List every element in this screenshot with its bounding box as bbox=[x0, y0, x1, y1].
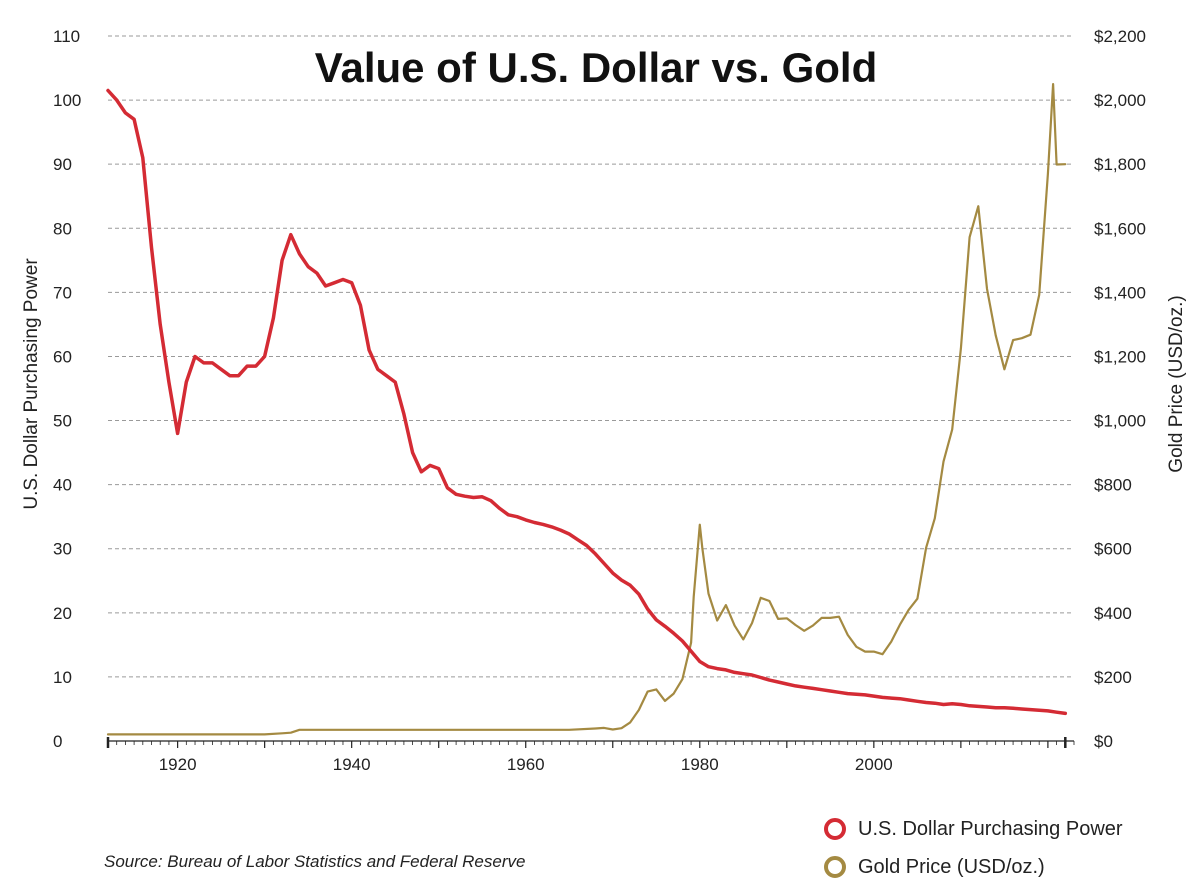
right-tick-label: $400 bbox=[1094, 604, 1132, 623]
right-tick-label: $2,000 bbox=[1094, 91, 1146, 110]
right-tick-label: $2,200 bbox=[1094, 27, 1146, 46]
left-tick-label: 10 bbox=[53, 668, 72, 687]
gridlines bbox=[108, 35, 1074, 678]
series-layer bbox=[106, 83, 1068, 736]
legend-item-dollar: U.S. Dollar Purchasing Power bbox=[824, 814, 1123, 844]
left-tick-label: 110 bbox=[53, 27, 80, 46]
right-axis-ticks: $0 $200 $400 $600 $800 $1,000 $1,200 $1,400 $1,6… bbox=[1094, 27, 1146, 751]
left-tick-label: 40 bbox=[53, 476, 72, 495]
x-tick-label: 1940 bbox=[333, 755, 371, 774]
series-line-dollar-purchasing-power bbox=[106, 88, 1068, 716]
right-tick-label: $200 bbox=[1094, 668, 1132, 687]
left-tick-label: 100 bbox=[53, 91, 81, 110]
left-tick-label: 80 bbox=[53, 219, 72, 238]
legend-item-gold: Gold Price (USD/oz.) bbox=[824, 852, 1123, 882]
right-tick-label: $1,400 bbox=[1094, 283, 1146, 302]
left-tick-label: 90 bbox=[53, 155, 72, 174]
left-axis-ticks: 0 10 20 30 40 50 60 70 80 90 100 110 bbox=[53, 27, 81, 751]
right-tick-label: $1,800 bbox=[1094, 155, 1146, 174]
legend-swatch-gold bbox=[824, 856, 846, 878]
left-tick-label: 0 bbox=[53, 732, 62, 751]
right-tick-label: $0 bbox=[1094, 732, 1113, 751]
right-tick-label: $1,000 bbox=[1094, 412, 1146, 431]
x-axis: 1920 1940 1960 1980 2000 bbox=[106, 737, 1075, 774]
legend-label-dollar: U.S. Dollar Purchasing Power bbox=[858, 817, 1123, 840]
right-axis-title: Gold Price (USD/oz.) bbox=[1166, 295, 1187, 472]
chart-title: Value of U.S. Dollar vs. Gold bbox=[315, 44, 877, 91]
left-tick-label: 70 bbox=[53, 283, 72, 302]
series-line-gold-price bbox=[106, 83, 1067, 736]
right-tick-label: $600 bbox=[1094, 540, 1132, 559]
right-tick-label: $1,200 bbox=[1094, 347, 1146, 366]
x-tick-label: 1960 bbox=[507, 755, 545, 774]
left-tick-label: 50 bbox=[53, 412, 72, 431]
legend: U.S. Dollar Purchasing Power Gold Price … bbox=[824, 814, 1123, 890]
x-tick-label: 2000 bbox=[855, 755, 893, 774]
x-tick-label: 1920 bbox=[159, 755, 197, 774]
left-tick-label: 60 bbox=[53, 347, 72, 366]
left-tick-label: 30 bbox=[53, 540, 72, 559]
left-axis-title: U.S. Dollar Purchasing Power bbox=[21, 258, 42, 510]
source-note: Source: Bureau of Labor Statistics and F… bbox=[104, 852, 526, 871]
legend-swatch-dollar bbox=[824, 818, 846, 840]
legend-label-gold: Gold Price (USD/oz.) bbox=[858, 855, 1045, 878]
right-tick-label: $800 bbox=[1094, 476, 1132, 495]
left-tick-label: 20 bbox=[53, 604, 72, 623]
right-tick-label: $1,600 bbox=[1094, 219, 1146, 238]
x-tick-label: 1980 bbox=[681, 755, 719, 774]
